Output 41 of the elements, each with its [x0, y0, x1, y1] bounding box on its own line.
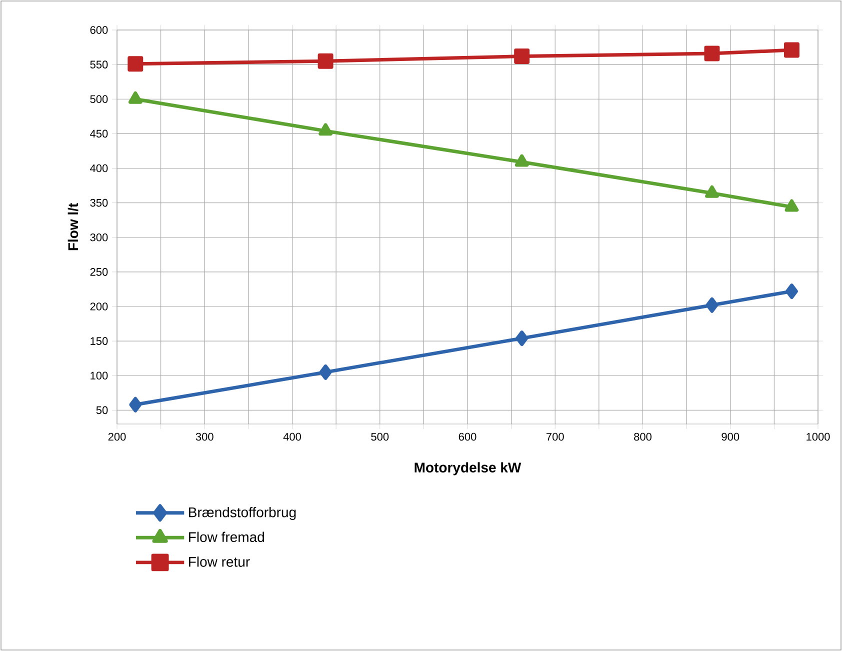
- y-tick-label: 300: [90, 233, 108, 242]
- y-tick-label: 200: [90, 302, 108, 310]
- point: [516, 330, 528, 346]
- y-tick-label: 450: [90, 130, 108, 138]
- y-axis-title: Flow l/t: [68, 203, 78, 250]
- x-axis-title: Motorydelse kW: [414, 462, 522, 476]
- y-tick-label: 50: [96, 406, 108, 414]
- x-tick-label: 900: [722, 432, 740, 441]
- legend-label: Flow fremad: [189, 532, 264, 542]
- point: [704, 46, 720, 62]
- y-tick-label: 400: [90, 164, 108, 172]
- x-tick-label: 600: [458, 432, 476, 441]
- y-tick-label: 500: [90, 95, 108, 104]
- point: [514, 154, 529, 167]
- point: [129, 396, 142, 412]
- x-tick-label: 800: [634, 432, 652, 441]
- x-tick-label: 400: [283, 432, 301, 441]
- point: [785, 284, 798, 300]
- x-tick-label: 300: [196, 432, 214, 441]
- point: [514, 48, 530, 64]
- y-tick-label: 150: [90, 337, 108, 345]
- point: [318, 53, 334, 69]
- point: [128, 56, 144, 72]
- point: [706, 297, 718, 313]
- x-tick-label: 700: [546, 432, 564, 441]
- legend-label: Flow retur: [189, 556, 250, 567]
- point: [318, 123, 332, 136]
- point: [784, 42, 800, 58]
- x-tick-label: 200: [108, 432, 126, 441]
- legend-label: Brændstofforbrug: [189, 506, 296, 520]
- point: [705, 185, 719, 198]
- x-tick-label: 500: [371, 432, 389, 441]
- y-tick-label: 550: [90, 60, 108, 68]
- point: [128, 91, 142, 104]
- point: [319, 364, 332, 380]
- x-tick-label: 1000: [806, 432, 830, 441]
- y-tick-label: 350: [90, 198, 108, 207]
- y-tick-label: 600: [90, 26, 108, 34]
- y-tick-label: 100: [90, 372, 108, 380]
- point: [784, 199, 799, 212]
- y-tick-label: 250: [90, 268, 108, 276]
